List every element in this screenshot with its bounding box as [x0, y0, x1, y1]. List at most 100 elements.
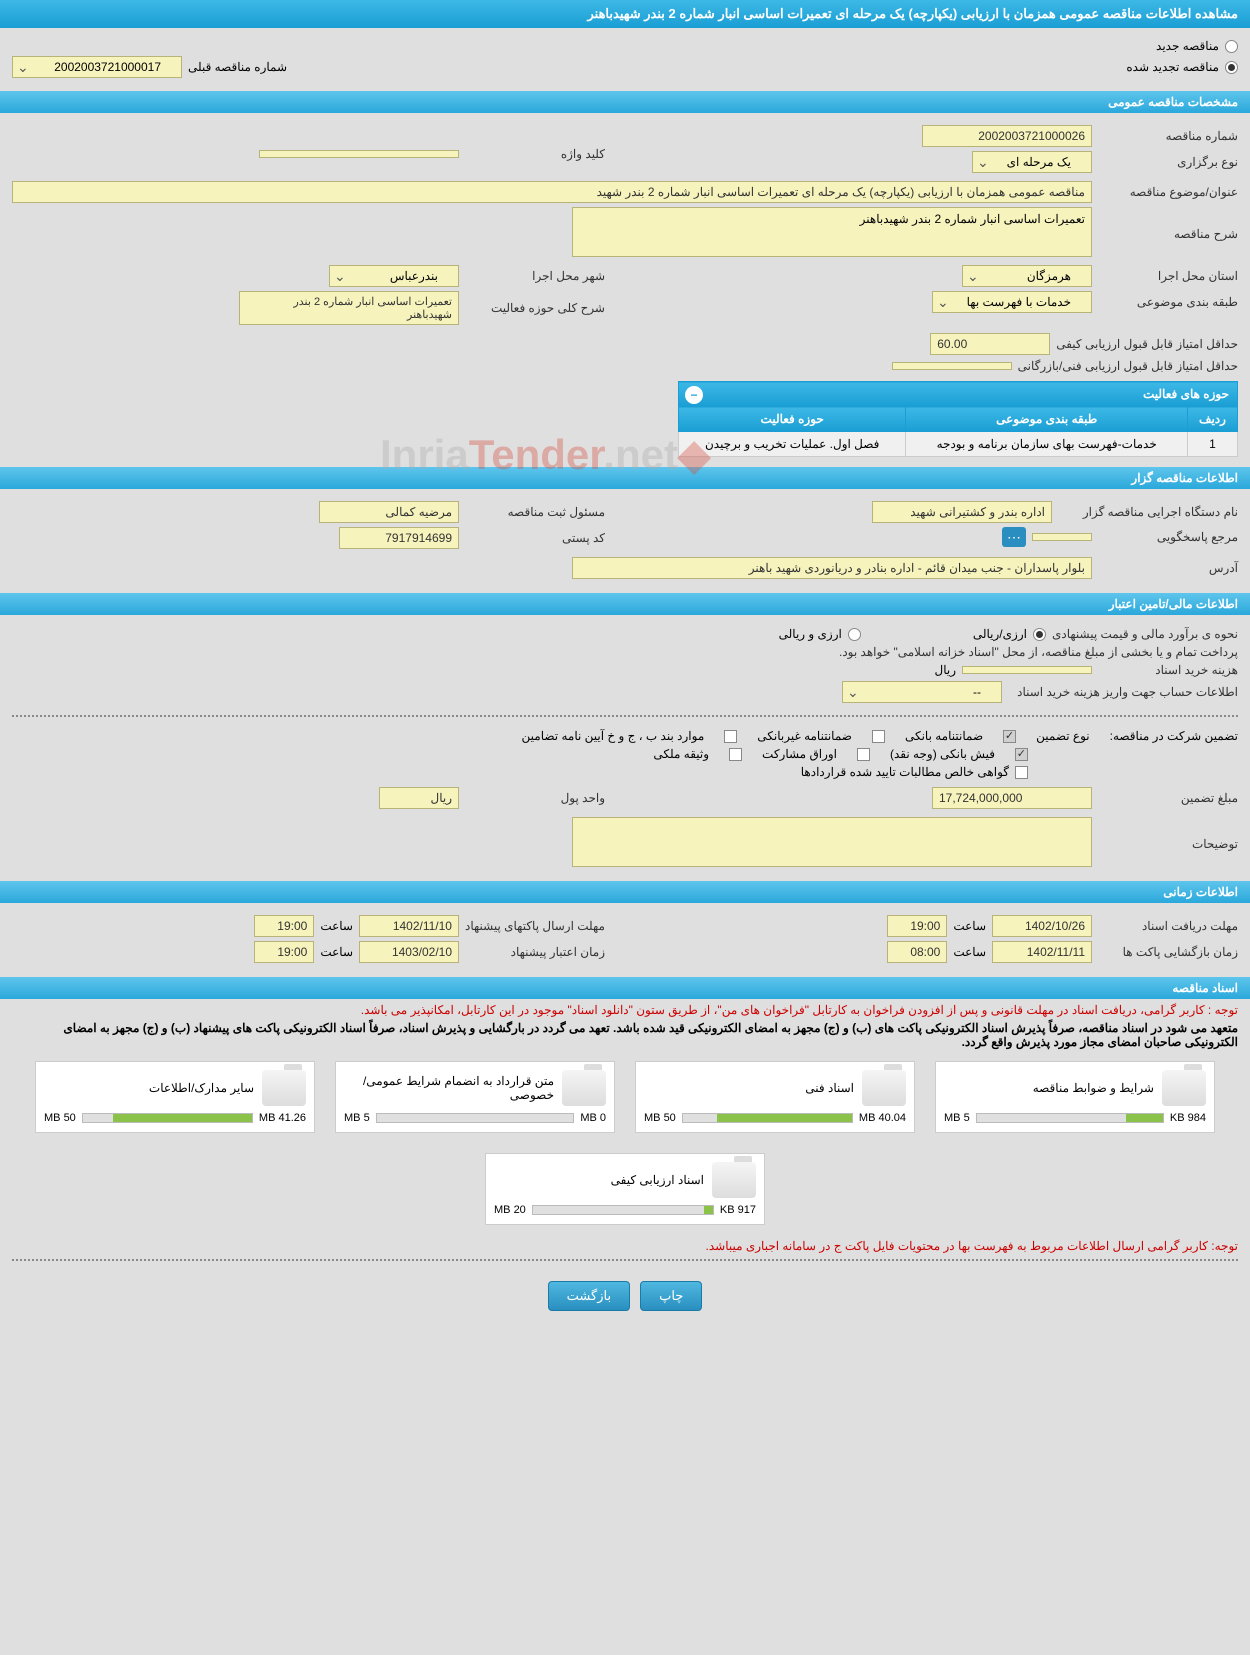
- receive-label: مهلت دریافت اسناد: [1098, 919, 1238, 933]
- radio-rial[interactable]: [1033, 628, 1046, 641]
- chk-items[interactable]: [724, 730, 737, 743]
- postal-label: کد پستی: [465, 531, 605, 545]
- open-time: 08:00: [887, 941, 947, 963]
- receive-time: 19:00: [887, 915, 947, 937]
- chk-nonbank[interactable]: [872, 730, 885, 743]
- chk-cash[interactable]: [1015, 748, 1028, 761]
- back-button[interactable]: بازگشت: [548, 1281, 630, 1311]
- amount-label: مبلغ تضمین: [1098, 791, 1238, 805]
- radio-both[interactable]: [848, 628, 861, 641]
- cost-field[interactable]: [962, 666, 1092, 674]
- send-label: مهلت ارسال پاکتهای پیشنهاد: [465, 919, 605, 933]
- section-general: مشخصات مناقصه عمومی: [0, 91, 1250, 113]
- subject-label: عنوان/موضوع مناقصه: [1098, 185, 1238, 199]
- validity-time: 19:00: [254, 941, 314, 963]
- progress-bar: [376, 1113, 575, 1123]
- type-select[interactable]: یک مرحله ای: [972, 151, 1092, 173]
- col-row: ردیف: [1188, 407, 1238, 432]
- chk-property[interactable]: [729, 748, 742, 761]
- prev-number-select[interactable]: 2002003721000017: [12, 56, 182, 78]
- cost-label: هزینه خرید اسناد: [1098, 663, 1238, 677]
- doc-notice-2: متعهد می شود در اسناد مناقصه، صرفاً پذیر…: [12, 1021, 1238, 1049]
- reference-label: مرجع پاسخگویی: [1098, 530, 1238, 544]
- activity-desc-label: شرح کلی حوزه فعالیت: [465, 301, 605, 315]
- tech-score-label: حداقل امتیاز قابل قبول ارزیابی فنی/بازرگ…: [1018, 359, 1238, 373]
- prev-number-label: شماره مناقصه قبلی: [188, 60, 287, 74]
- receive-date: 1402/10/26: [992, 915, 1092, 937]
- label-rial: ارزی/ریالی: [973, 627, 1027, 641]
- city-select[interactable]: بندرعباس: [329, 265, 459, 287]
- folder-icon: [862, 1070, 906, 1106]
- print-button[interactable]: چاپ: [640, 1281, 702, 1311]
- doc-used: 0 MB: [580, 1112, 606, 1124]
- doc-card[interactable]: سایر مدارک/اطلاعات 41.26 MB 50 MB: [35, 1061, 315, 1133]
- chk-bank[interactable]: [1003, 730, 1016, 743]
- guarantee-type-label: نوع تضمین: [1036, 729, 1089, 743]
- section-documents: اسناد مناقصه: [0, 977, 1250, 999]
- doc-total: 50 MB: [44, 1112, 76, 1124]
- validity-date: 1403/02/10: [359, 941, 459, 963]
- reference-field: [1032, 533, 1092, 541]
- province-label: استان محل اجرا: [1098, 269, 1238, 283]
- category-label: طبقه بندی موضوعی: [1098, 295, 1238, 309]
- label-new-tender: مناقصه جدید: [1156, 39, 1219, 53]
- org-name-label: نام دستگاه اجرایی مناقصه گزار: [1058, 505, 1238, 519]
- financial-note: پرداخت تمام و یا بخشی از مبلغ مناقصه، از…: [12, 645, 1238, 659]
- chk-contracts[interactable]: [1015, 766, 1028, 779]
- min-score-field: 60.00: [930, 333, 1050, 355]
- doc-title: متن قرارداد به انضمام شرایط عمومی/خصوصی: [344, 1074, 554, 1102]
- radio-renewed-tender[interactable]: [1225, 61, 1238, 74]
- folder-icon: [1162, 1070, 1206, 1106]
- section-organizer: اطلاعات مناقصه گزار: [0, 467, 1250, 489]
- label-renewed-tender: مناقصه تجدید شده: [1126, 60, 1219, 74]
- col-category: طبقه بندی موضوعی: [906, 407, 1188, 432]
- doc-used: 40.04 MB: [859, 1112, 906, 1124]
- registrar-field: مرضیه کمالی: [319, 501, 459, 523]
- province-select[interactable]: هرمزگان: [962, 265, 1092, 287]
- send-time: 19:00: [254, 915, 314, 937]
- city-label: شهر محل اجرا: [465, 269, 605, 283]
- table-row: 1 خدمات-فهرست بهای سازمان برنامه و بودجه…: [679, 432, 1238, 457]
- desc-label: شرح مناقصه: [1098, 207, 1238, 241]
- doc-card[interactable]: متن قرارداد به انضمام شرایط عمومی/خصوصی …: [335, 1061, 615, 1133]
- account-select[interactable]: --: [842, 681, 1002, 703]
- open-date: 1402/11/11: [992, 941, 1092, 963]
- doc-title: سایر مدارک/اطلاعات: [44, 1081, 254, 1095]
- doc-card[interactable]: اسناد ارزیابی کیفی 917 KB 20 MB: [485, 1153, 765, 1225]
- time-label: ساعت: [953, 919, 986, 933]
- doc-card[interactable]: شرایط و ضوابط مناقصه 984 KB 5 MB: [935, 1061, 1215, 1133]
- doc-total: 5 MB: [344, 1112, 370, 1124]
- reference-more-icon[interactable]: ⋯: [1002, 527, 1026, 547]
- keyword-label: کلید واژه: [465, 147, 605, 161]
- postal-field: 7917914699: [339, 527, 459, 549]
- notes-label: توضیحات: [1098, 817, 1238, 851]
- type-label: نوع برگزاری: [1098, 155, 1238, 169]
- activity-table: حوزه های فعالیت − ردیف طبقه بندی موضوعی …: [678, 381, 1238, 457]
- progress-bar: [532, 1205, 714, 1215]
- radio-new-tender[interactable]: [1225, 40, 1238, 53]
- keyword-field[interactable]: [259, 150, 459, 158]
- subject-field: مناقصه عمومی همزمان با ارزیابی (یکپارچه)…: [12, 181, 1092, 203]
- tech-score-field: [892, 362, 1012, 370]
- desc-field: تعمیرات اساسی انبار شماره 2 بندر شهیدباه…: [572, 207, 1092, 257]
- doc-card[interactable]: اسناد فنی 40.04 MB 50 MB: [635, 1061, 915, 1133]
- guarantee-label: تضمین شرکت در مناقصه:: [1110, 729, 1238, 743]
- address-field: بلوار پاسداران - جنب میدان قائم - اداره …: [572, 557, 1092, 579]
- address-label: آدرس: [1098, 561, 1238, 575]
- account-label: اطلاعات حساب جهت واریز هزینه خرید اسناد: [1008, 685, 1238, 699]
- label-both: ارزی و ریالی: [779, 627, 842, 641]
- registrar-label: مسئول ثبت مناقصه: [465, 505, 605, 519]
- progress-bar: [976, 1113, 1164, 1123]
- doc-total: 5 MB: [944, 1112, 970, 1124]
- open-label: زمان بازگشایی پاکت ها: [1098, 945, 1238, 959]
- doc-used: 41.26 MB: [259, 1112, 306, 1124]
- currency-label: واحد پول: [465, 791, 605, 805]
- doc-used: 984 KB: [1170, 1112, 1206, 1124]
- chk-bonds[interactable]: [857, 748, 870, 761]
- collapse-icon[interactable]: −: [685, 386, 703, 404]
- currency-field: ریال: [379, 787, 459, 809]
- category-select[interactable]: خدمات با فهرست بها: [932, 291, 1092, 313]
- doc-total: 50 MB: [644, 1112, 676, 1124]
- amount-field: 17,724,000,000: [932, 787, 1092, 809]
- notes-field[interactable]: [572, 817, 1092, 867]
